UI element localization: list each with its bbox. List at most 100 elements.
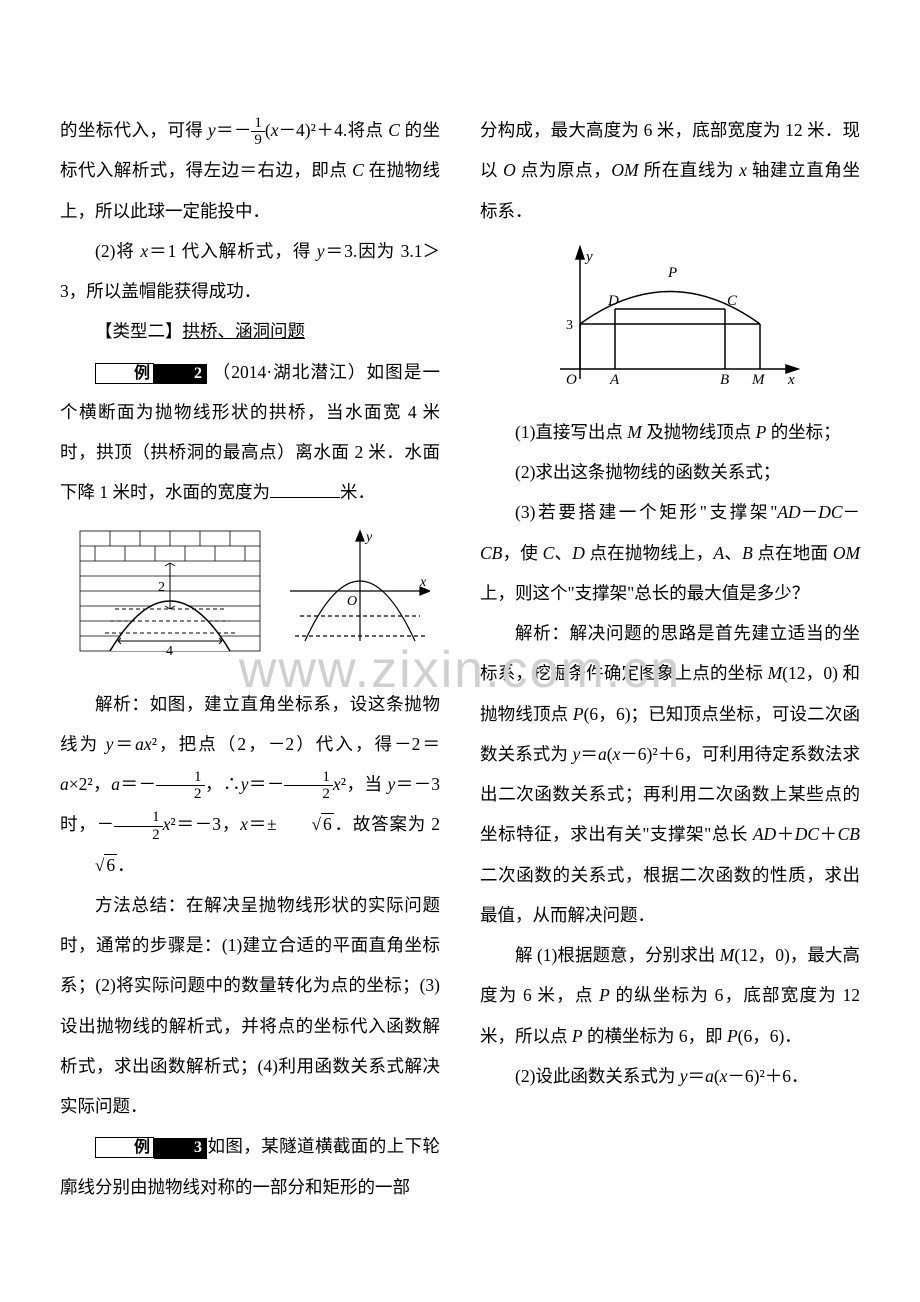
text: ，使 (502, 543, 542, 563)
text: (2)将 (95, 241, 140, 261)
example-3: 例3如图，某隧道横截面的上下轮廓线分别由抛物线对称的一部分和矩形的一部 (60, 1126, 440, 1207)
text: ＝－ (120, 774, 156, 794)
label-3: 3 (566, 318, 573, 333)
point-D: D (572, 543, 585, 563)
point-P: P (572, 1026, 583, 1046)
label-4: 4 (166, 644, 173, 659)
origin-O: O (347, 594, 357, 609)
text: ＝1 代入解析式，得 (148, 241, 317, 261)
method-summary: 方法总结：在解决呈抛物线形状的实际问题时，通常的步骤是：(1)建立合适的平面直角… (60, 885, 440, 1127)
text: ．故答案为 2 (334, 814, 440, 834)
example-tag: 例 (95, 1137, 154, 1158)
axis-x: x (419, 575, 427, 590)
axis-x: x (787, 372, 795, 388)
text: 、 (724, 543, 742, 563)
var-y: y (208, 120, 216, 140)
text: ＝－3， (176, 814, 240, 834)
var-x: x (240, 814, 248, 834)
seg-AD: AD (777, 502, 800, 522)
solution-2: (2)设此函数关系式为 y＝a(x－6)²＋6． (480, 1056, 860, 1096)
var-a: a (598, 744, 607, 764)
point-C: C (543, 543, 555, 563)
seg-DC: DC (818, 502, 842, 522)
point-O: O (503, 160, 516, 180)
point-P: P (599, 985, 610, 1005)
label-M: M (751, 372, 766, 388)
analysis-3: 解析：解决问题的思路是首先建立适当的坐标系，挖掘条件确定图象上点的坐标 M(12… (480, 613, 860, 935)
var-y: y (317, 241, 325, 261)
type-heading: 【类型二】拱桥、涵洞问题 (60, 311, 440, 351)
point-B: B (742, 543, 753, 563)
point-M: M (768, 663, 783, 683)
text: 二次函数的关系式，根据二次函数的性质，求出最值，从而解决问题． (480, 865, 860, 925)
var-x: x (271, 120, 279, 140)
bridge-figure: 2 4 y x O (60, 521, 440, 676)
seg-CB: CB (838, 824, 860, 844)
text: 的横坐标为 6，即 (583, 1026, 727, 1046)
text: ，把点（2，－2）代入，得－2＝ (157, 734, 440, 754)
text: 、 (554, 543, 572, 563)
text: 的坐标； (766, 422, 840, 442)
var-a: a (705, 1066, 714, 1086)
text: 点为原点， (516, 160, 612, 180)
var-x: x (739, 160, 747, 180)
point-C: C (388, 120, 400, 140)
line-OM: OM (611, 160, 638, 180)
axis-y: y (584, 249, 593, 265)
point-M: M (720, 945, 735, 965)
point-C: C (352, 160, 364, 180)
text: (3)若要搭建一个矩形"支撑架" (515, 502, 777, 522)
seg-DC: DC (795, 824, 819, 844)
text: ×2²， (69, 774, 111, 794)
sqrt-6: 6 (60, 845, 117, 885)
tunnel-figure: y x O A B M D C P 3 (480, 239, 860, 404)
text: ，∴ (205, 774, 241, 794)
text: 上，则这个"支撑架"总长的最大值是多少？ (480, 583, 809, 603)
label-D: D (607, 293, 619, 309)
label-C: C (727, 293, 738, 309)
page: www.zixin.com.cn 的坐标代入，可得 y＝－19(x－4)²＋4.… (0, 0, 920, 1302)
type-title: 拱桥、涵洞问题 (183, 321, 306, 341)
text: ＋4.将点 (316, 120, 388, 140)
var-x: x (163, 814, 171, 834)
var-x: x (333, 774, 341, 794)
paragraph: 的坐标代入，可得 y＝－19(x－4)²＋4.将点 C 的坐标代入解析式，得左边… (60, 110, 440, 231)
point-P: P (756, 422, 767, 442)
axis-y: y (364, 530, 373, 545)
text: －6)²＋6． (727, 1066, 808, 1086)
sqrt-6: 6 (277, 804, 334, 844)
question-1: (1)直接写出点 M 及抛物线顶点 P 的坐标； (480, 412, 860, 452)
point-P: P (727, 1026, 738, 1046)
point-A: A (713, 543, 724, 563)
text: ，当 (346, 774, 388, 794)
text: 所在直线为 (639, 160, 740, 180)
example-2: 例2 （2014·湖北潜江）如图是一个横断面为抛物线形状的拱桥，当水面宽 4 米… (60, 352, 440, 513)
question-3: (3)若要搭建一个矩形"支撑架"AD－DC－CB，使 C、D 点在抛物线上，A、… (480, 492, 860, 613)
line-OM: OM (833, 543, 860, 563)
seg-AD: AD (753, 824, 776, 844)
analysis-2: 解析：如图，建立直角坐标系，设这条抛物线为 y＝ax²，把点（2，－2）代入，得… (60, 684, 440, 885)
point-P: P (573, 704, 584, 724)
label-2: 2 (158, 580, 165, 595)
var-x: x (140, 241, 148, 261)
paragraph: (2)将 x＝1 代入解析式，得 y＝3.因为 3.1＞3，所以盖帽能获得成功． (60, 231, 440, 312)
label-P: P (667, 265, 677, 281)
question-2: (2)求出这条抛物线的函数关系式； (480, 452, 860, 492)
var-y: y (680, 1066, 688, 1086)
text: 解 (1)根据题意，分别求出 (515, 945, 720, 965)
paragraph: 分构成，最大高度为 6 米，底部宽度为 12 米．现以 O 点为原点，OM 所在… (480, 110, 860, 231)
var-a: a (111, 774, 120, 794)
example-number: 3 (154, 1138, 207, 1159)
type-label: 【类型二】 (95, 321, 183, 341)
blank-line (270, 480, 340, 499)
text: (6，6)． (738, 1026, 802, 1046)
fraction: 12 (114, 809, 163, 843)
var-y: y (106, 734, 114, 754)
text: 米． (340, 482, 375, 502)
text: (2)设此函数关系式为 (515, 1066, 680, 1086)
example-number: 2 (154, 364, 207, 385)
label-O: O (566, 372, 577, 388)
label-A: A (609, 372, 620, 388)
text: 点在抛物线上， (585, 543, 714, 563)
var-x: x (144, 734, 152, 754)
